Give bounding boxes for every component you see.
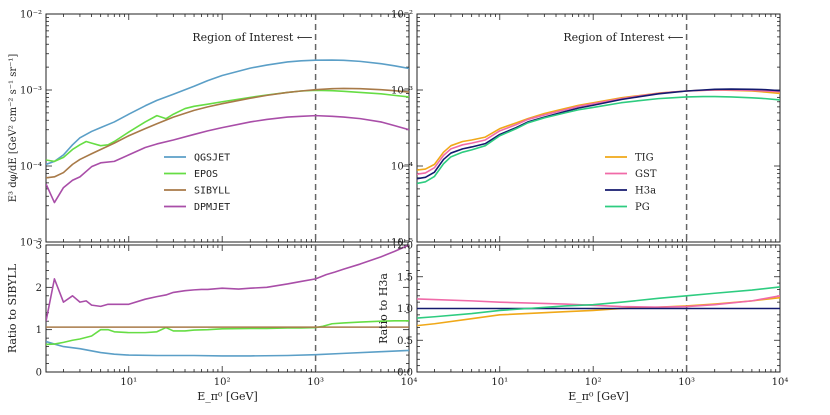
- y-tick-label: 10⁻⁴: [20, 162, 42, 173]
- series-line-qgsjet: [46, 340, 409, 357]
- legend-label-sibyll: SIBYLL: [194, 186, 230, 197]
- series-group: [417, 286, 780, 327]
- y-axis-label: Ratio to SIBYLL: [6, 263, 19, 353]
- series-line-pg: [417, 286, 780, 319]
- x-tick-label: 10³: [307, 377, 324, 388]
- y-axis-label: E³ dφ/dE [GeV² cm⁻² s⁻¹ sr⁻¹]: [8, 54, 19, 203]
- series-group: [46, 59, 409, 204]
- series-line-tig: [417, 296, 780, 327]
- series-line-h3a: [417, 88, 780, 180]
- series-line-gst: [417, 89, 780, 175]
- y-tick-label: 10⁻³: [391, 86, 413, 97]
- panel-bottom-left-ratio: 0 1 2 3 10¹ 10² 10³ 10⁴ E_π⁰ [GeV] Ratio to SIBYL…: [6, 241, 417, 404]
- axes-frame-top-left: [45, 13, 410, 243]
- legend-label-h3a: H3a: [635, 186, 656, 197]
- y-tick-label: 1.0: [397, 304, 413, 315]
- y-tick-label: 2.0: [397, 241, 413, 252]
- y-tick-label: 10⁻²: [20, 10, 42, 21]
- region-of-interest-label: Region of Interest ⟵: [563, 31, 683, 44]
- series-line-dpmjet: [46, 245, 409, 322]
- axes-frame-bottom-left: [45, 244, 410, 373]
- series-line-pg: [417, 95, 780, 185]
- series-line-dpmjet: [46, 114, 409, 204]
- legend-label-qgsjet: QGSJET: [194, 153, 230, 164]
- x-tick-label: 10⁴: [401, 377, 418, 388]
- y-tick-label: 1.5: [397, 272, 413, 283]
- x-axis-label: E_π⁰ [GeV]: [568, 390, 629, 403]
- y-tick-label: 2: [36, 283, 42, 294]
- x-tick-label: 10²: [585, 377, 602, 388]
- y-tick-label: 10⁻⁵: [20, 238, 42, 249]
- series-line-epos: [46, 89, 409, 163]
- legend-label-epos: EPOS: [194, 169, 218, 180]
- series-line-epos: [46, 319, 409, 346]
- legend-label-gst: GST: [635, 169, 657, 180]
- x-tick-label: 10¹: [491, 377, 508, 388]
- y-tick-label: 0.5: [397, 336, 413, 347]
- y-tick-label: 10⁻²: [391, 10, 413, 21]
- legend-label-tig: TIG: [635, 153, 654, 164]
- series-line-gst: [417, 295, 780, 309]
- y-tick-label: 3: [36, 241, 42, 252]
- y-tick-label: 0.0: [397, 368, 413, 379]
- y-tick-label: 10⁻⁴: [391, 162, 413, 173]
- x-tick-label: 10³: [678, 377, 695, 388]
- legend-label-dpmjet: DPMJET: [194, 202, 230, 213]
- y-tick-label: 10⁻⁵: [391, 238, 413, 249]
- y-tick-label: 10⁻³: [20, 86, 42, 97]
- x-tick-label: 10¹: [120, 377, 137, 388]
- series-line-qgsjet: [46, 59, 409, 166]
- x-axis-label: E_π⁰ [GeV]: [197, 390, 258, 403]
- y-axis-label: Ratio to H3a: [377, 273, 390, 344]
- panel-bottom-right-ratio: 0.0 0.5 1.0 1.5 2.0 10¹ 10² 10³ 10⁴ E_π⁰ [GeV] Rat…: [377, 241, 788, 404]
- series-line-sibyll: [46, 87, 409, 179]
- series-group: [417, 88, 780, 185]
- y-tick-label: 0: [36, 368, 42, 379]
- panel-top-right-flux: 10⁻⁵ 10⁻⁴ 10⁻³ 10⁻² Region of Interest ⟵ TIG G…: [391, 10, 781, 249]
- y-tick-label: 1: [36, 325, 42, 336]
- x-tick-label: 10²: [214, 377, 231, 388]
- region-of-interest-label: Region of Interest ⟵: [192, 31, 312, 44]
- legend-label-pg: PG: [635, 202, 650, 213]
- panel-top-left-flux: 10⁻⁵ 10⁻⁴ 10⁻³ 10⁻² E³ dφ/dE [GeV² cm⁻² s⁻¹ …: [8, 10, 410, 249]
- axes-frame-top-right: [416, 13, 781, 243]
- series-group: [46, 245, 409, 357]
- x-tick-label: 10⁴: [772, 377, 789, 388]
